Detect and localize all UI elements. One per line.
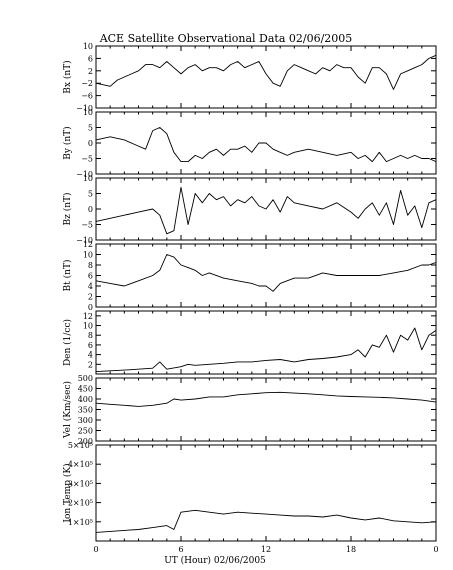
- panel-frame-vel: [95, 377, 437, 442]
- y-tick-label-by: −10: [76, 170, 93, 179]
- y-tick-label-bt: 8: [88, 261, 93, 270]
- y-tick-label-den: 6: [88, 341, 93, 350]
- y-tick-label-bx: −10: [76, 104, 93, 113]
- y-tick-label-vel: 300: [78, 416, 93, 425]
- y-axis-label-vel: Vel (Km/sec): [62, 381, 73, 439]
- y-tick-label-vel: 250: [78, 427, 93, 436]
- y-tick-label-bt: 10: [83, 251, 93, 260]
- series-line-by: [95, 127, 437, 163]
- y-tick-label-by: 10: [83, 108, 93, 117]
- x-tick-label: 0: [433, 545, 438, 554]
- chart-title: ACE Satellite Observational Data 02/06/2…: [99, 32, 353, 45]
- panel-by: 10 5 0 −5 −10 By (nT): [62, 108, 437, 179]
- panel-frame-bx: [95, 45, 437, 109]
- y-tick-label-temp: 5×10⁵: [68, 441, 93, 450]
- y-tick-label-bz: −10: [76, 236, 93, 245]
- y-tick-label-temp: 2×10⁵: [68, 499, 93, 508]
- y-tick-label-den: 8: [88, 331, 93, 340]
- series-line-den: [95, 327, 437, 373]
- y-tick-label-vel: 350: [78, 406, 93, 415]
- y-tick-label-vel: 400: [78, 395, 93, 404]
- series-line-bt: [95, 254, 437, 292]
- y-tick-label-bx: 6: [88, 54, 93, 63]
- y-axis-label-temp: Ion Temp (K): [62, 463, 73, 522]
- panel-frame-bt: [95, 243, 437, 308]
- y-tick-label-temp: 3×10⁵: [68, 479, 93, 488]
- y-tick-label-bt: 12: [83, 240, 93, 249]
- y-tick-label-bz: 0: [88, 205, 93, 214]
- y-tick-label-by: 0: [88, 139, 93, 148]
- panels-layer: 10 6 2 −2 −6 −10 Bx (nT) 10 5 0 −5 −10 By (nT) 10 5 0 −5…: [62, 42, 439, 554]
- y-tick-label-bx: 2: [88, 67, 93, 76]
- y-tick-label-bt: 0: [88, 303, 93, 312]
- y-axis-label-bt: Bt (nT): [62, 260, 73, 292]
- panel-bz: 10 5 0 −5 −10 Bz (nT): [62, 174, 437, 245]
- series-line-temp: [95, 509, 437, 533]
- x-tick-label: 18: [346, 545, 356, 554]
- series-line-bz: [95, 186, 437, 235]
- y-tick-label-bx: −2: [81, 79, 93, 88]
- y-tick-label-by: 5: [88, 124, 93, 133]
- y-tick-label-vel: 500: [78, 374, 93, 383]
- x-tick-label: 6: [178, 545, 183, 554]
- y-tick-label-den: 2: [88, 360, 93, 369]
- panel-bx: 10 6 2 −2 −6 −10 Bx (nT): [62, 42, 437, 113]
- y-axis-label-den: Den (1/cc): [62, 319, 73, 366]
- y-tick-label-temp: 4×10⁵: [68, 460, 93, 469]
- panel-frame-den: [95, 310, 437, 375]
- y-tick-label-by: −5: [81, 155, 93, 164]
- panel-bt: 12 108 64 20 Bt (nT): [62, 240, 437, 312]
- y-tick-label-bz: 10: [83, 174, 93, 183]
- y-tick-label-bx: −6: [81, 92, 93, 101]
- y-tick-label-bt: 6: [88, 272, 93, 281]
- x-tick-label: 0: [93, 545, 98, 554]
- y-tick-label-bx: 10: [83, 42, 93, 51]
- y-tick-label-bt: 4: [88, 282, 93, 291]
- y-axis-label-bx: Bx (nT): [62, 60, 73, 93]
- y-tick-label-bz: −5: [81, 221, 93, 230]
- y-tick-label-den: 12: [83, 312, 93, 321]
- y-tick-label-vel: 200: [78, 437, 93, 446]
- y-tick-label-den: 4: [88, 351, 93, 360]
- y-tick-label-den: 10: [83, 322, 93, 331]
- y-tick-label-temp: 1×10⁵: [68, 518, 93, 527]
- y-axis-label-by: By (nT): [62, 126, 73, 159]
- y-tick-label-bt: 2: [88, 293, 93, 302]
- series-line-bx: [95, 54, 437, 90]
- panel-frame-temp: [95, 444, 437, 542]
- series-line-vel: [95, 391, 437, 407]
- x-tick-label: 12: [261, 545, 271, 554]
- y-tick-label-bz: 5: [88, 190, 93, 199]
- y-axis-label-bz: Bz (nT): [62, 192, 73, 225]
- y-tick-label-vel: 450: [78, 385, 93, 394]
- x-axis-label: UT (Hour) 02/06/2005: [164, 555, 266, 566]
